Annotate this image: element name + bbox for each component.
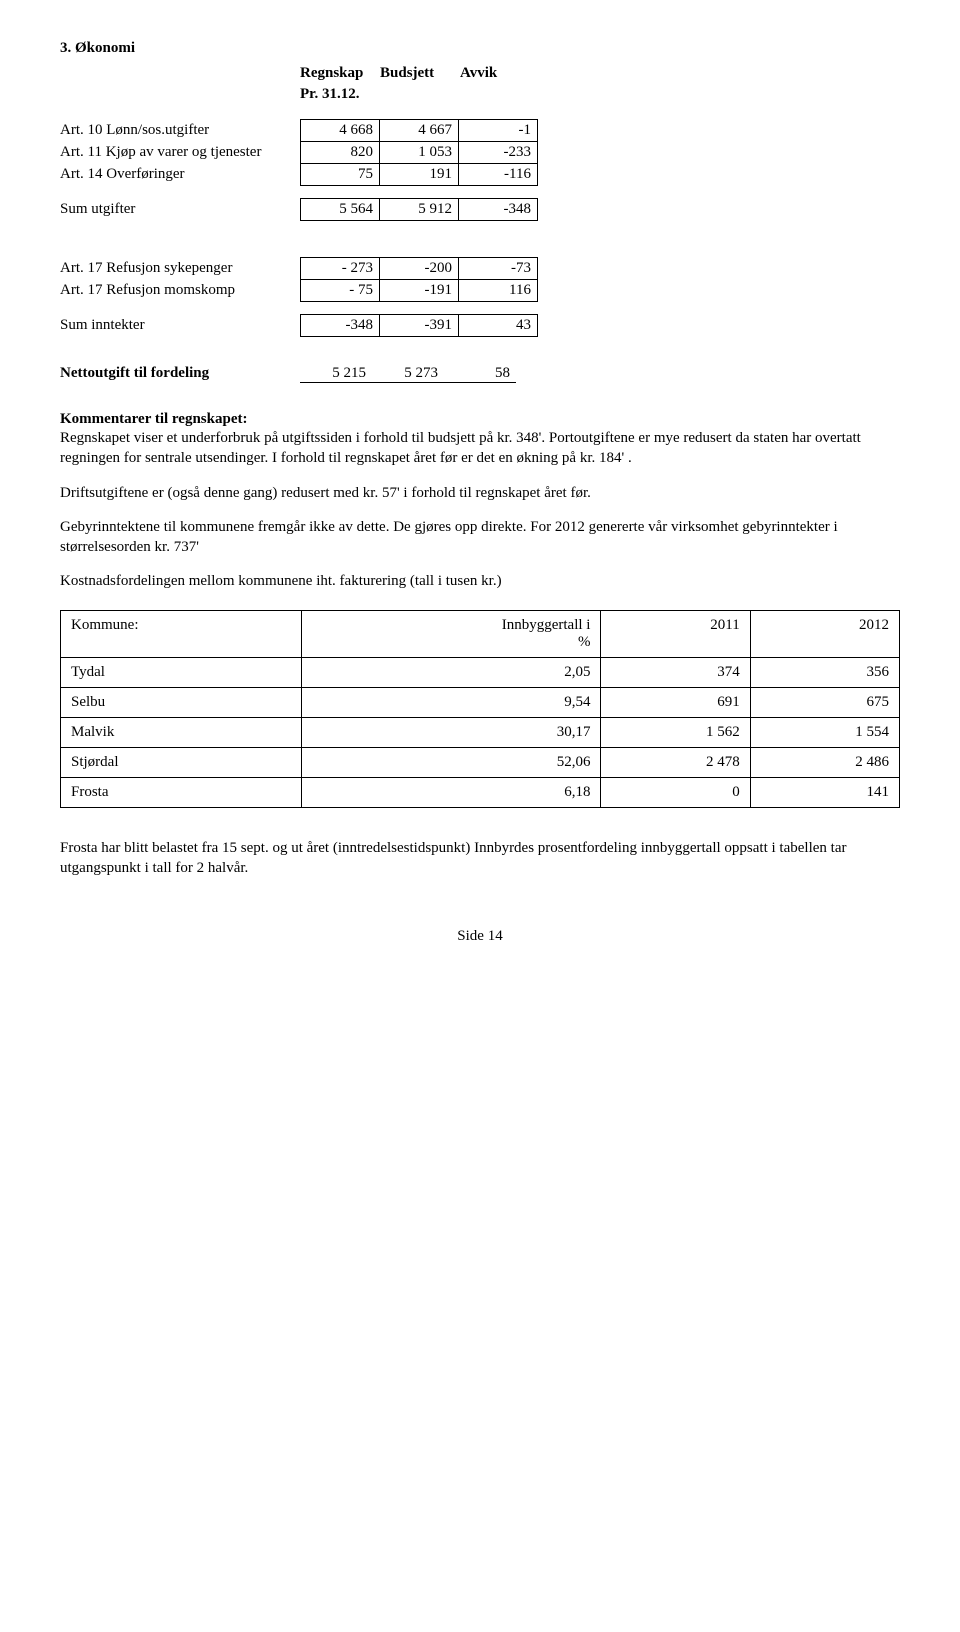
cell: -348 [459,199,538,221]
cell: 5 564 [301,199,380,221]
table-row: Malvik 30,17 1 562 1 554 [61,717,900,747]
cell-pct: 9,54 [302,687,601,717]
row-label: Sum inntekter [60,315,301,337]
row-label: Art. 17 Refusjon momskomp [60,280,301,302]
cell-2012: 2 486 [750,747,899,777]
inntekter-rows: Art. 17 Refusjon sykepenger - 273 -200 -… [60,257,538,302]
kommentarer-p3: Gebyrinntektene til kommunene fremgår ik… [60,517,900,558]
th-2011: 2011 [601,610,750,657]
netto-row: Nettoutgift til fordeling 5 215 5 273 58 [60,365,900,383]
table-row: Tydal 2,05 374 356 [61,657,900,687]
cell: -391 [380,315,459,337]
row-label: Art. 10 Lønn/sos.utgifter [60,120,301,142]
kommentarer-p2: Driftsutgiftene er (også denne gang) red… [60,483,900,503]
table-row: Art. 17 Refusjon momskomp - 75 -191 116 [60,280,538,302]
cell: 4 668 [301,120,380,142]
netto-v3: 58 [444,365,516,383]
cell: -348 [301,315,380,337]
table-row: Stjørdal 52,06 2 478 2 486 [61,747,900,777]
cell: 1 053 [380,142,459,164]
table-row: Art. 14 Overføringer 75 191 -116 [60,164,538,186]
th-innbygger-line2: % [578,634,591,650]
cell-name: Selbu [61,687,302,717]
section-heading: 3. Økonomi [60,40,900,57]
cell-pct: 6,18 [302,777,601,807]
th-innbygger: Innbyggertall i % [302,610,601,657]
cell-2011: 691 [601,687,750,717]
kommune-table: Kommune: Innbyggertall i % 2011 2012 Tyd… [60,610,900,808]
row-label: Art. 14 Overføringer [60,164,301,186]
col-budsjett: Budsjett [380,65,460,82]
footnote: Frosta har blitt belastet fra 15 sept. o… [60,838,900,879]
cell: 43 [459,315,538,337]
cell-2011: 1 562 [601,717,750,747]
col-subheader: Pr. 31.12. [300,86,900,103]
row-label: Art. 17 Refusjon sykepenger [60,258,301,280]
cell-2012: 141 [750,777,899,807]
table-row: Frosta 6,18 0 141 [61,777,900,807]
kommentarer-heading: Kommentarer til regnskapet: [60,411,900,428]
cell: 4 667 [380,120,459,142]
cell-pct: 30,17 [302,717,601,747]
cell: 75 [301,164,380,186]
cell-2011: 2 478 [601,747,750,777]
cell-name: Malvik [61,717,302,747]
table-row: Art. 10 Lønn/sos.utgifter 4 668 4 667 -1 [60,120,538,142]
cell: -73 [459,258,538,280]
cell: -200 [380,258,459,280]
inntekter-sum: Sum inntekter -348 -391 43 [60,314,538,337]
cell: - 273 [301,258,380,280]
table-row: Art. 11 Kjøp av varer og tjenester 820 1… [60,142,538,164]
row-label: Sum utgifter [60,199,301,221]
table-row: Sum utgifter 5 564 5 912 -348 [60,199,538,221]
cell: 116 [459,280,538,302]
cell-2012: 356 [750,657,899,687]
cell-2012: 675 [750,687,899,717]
cell-2012: 1 554 [750,717,899,747]
cell: 820 [301,142,380,164]
kommentarer-p1: Regnskapet viser et underforbruk på utgi… [60,428,900,469]
cell-name: Frosta [61,777,302,807]
utgifter-sum: Sum utgifter 5 564 5 912 -348 [60,198,538,221]
cell: -191 [380,280,459,302]
th-2012: 2012 [750,610,899,657]
cell-2011: 0 [601,777,750,807]
th-kommune: Kommune: [61,610,302,657]
page-footer: Side 14 [60,928,900,945]
cell: 5 912 [380,199,459,221]
cell: - 75 [301,280,380,302]
row-label: Art. 11 Kjøp av varer og tjenester [60,142,301,164]
table-row: Selbu 9,54 691 675 [61,687,900,717]
netto-label: Nettoutgift til fordeling [60,365,300,383]
table-row: Art. 17 Refusjon sykepenger - 273 -200 -… [60,258,538,280]
table-row: Sum inntekter -348 -391 43 [60,315,538,337]
netto-v1: 5 215 [300,365,372,383]
cell-name: Tydal [61,657,302,687]
col-regnskap: Regnskap [300,65,380,82]
cell-name: Stjørdal [61,747,302,777]
th-innbygger-line1: Innbyggertall i [502,617,591,633]
cell: -1 [459,120,538,142]
utgifter-rows: Art. 10 Lønn/sos.utgifter 4 668 4 667 -1… [60,119,538,186]
cell-2011: 374 [601,657,750,687]
netto-v2: 5 273 [372,365,444,383]
cell-pct: 52,06 [302,747,601,777]
table-header-row: Kommune: Innbyggertall i % 2011 2012 [61,610,900,657]
cell: -116 [459,164,538,186]
kommentarer-p4: Kostnadsfordelingen mellom kommunene iht… [60,571,900,591]
cell: -233 [459,142,538,164]
column-headers: Regnskap Budsjett Avvik [300,65,900,82]
col-avvik: Avvik [460,65,540,82]
cell-pct: 2,05 [302,657,601,687]
cell: 191 [380,164,459,186]
